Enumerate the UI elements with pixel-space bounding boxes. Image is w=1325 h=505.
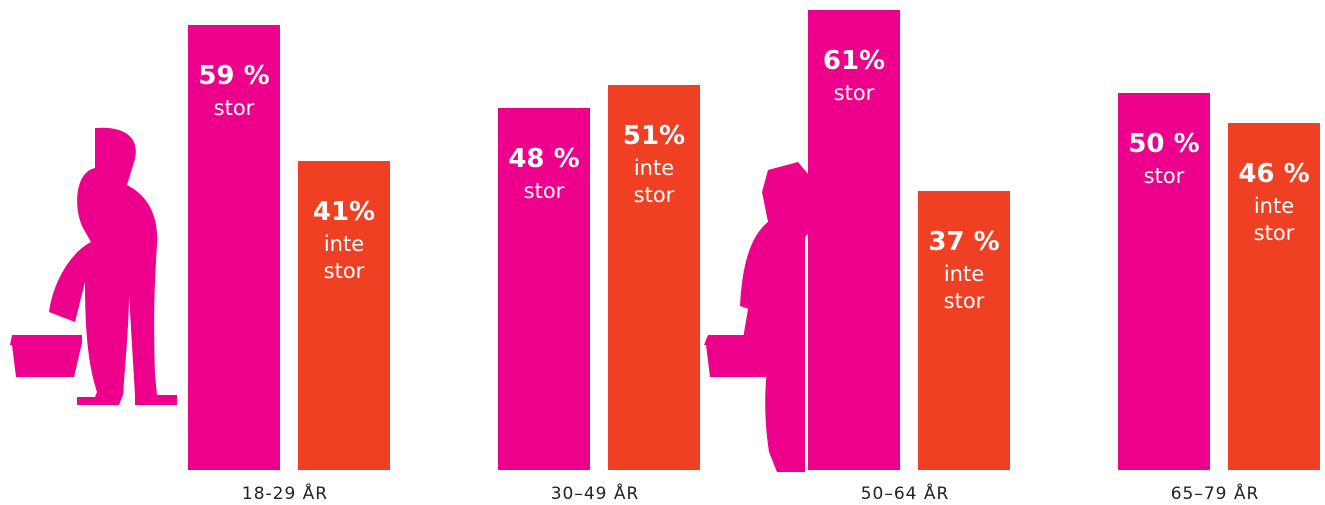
bar [808, 10, 900, 470]
bar [918, 191, 1010, 470]
x-tick-label: 50–64 ÅR [860, 484, 950, 504]
bar [498, 108, 590, 470]
value-label: 51% [622, 121, 686, 152]
bar-label: 51% inte stor [608, 121, 700, 209]
bar-label: 61% stor [808, 46, 900, 107]
series-label: stor [833, 81, 875, 106]
value-label: 48 % [508, 144, 580, 175]
value-label: 41% [312, 196, 376, 227]
series-label: inte stor [633, 156, 675, 208]
bar [188, 25, 280, 470]
x-tick-label: 18-29 ÅR [241, 484, 329, 504]
bar-label: 37 % inte stor [918, 227, 1010, 315]
value-label: 37 % [928, 227, 1000, 258]
series-label: inte stor [1253, 194, 1295, 246]
bar-label: 48 % stor [498, 144, 590, 205]
series-label: stor [523, 179, 565, 204]
bar [1118, 93, 1210, 470]
bar-label: 50 % stor [1118, 129, 1210, 190]
bar [298, 160, 390, 470]
value-label: 50 % [1128, 129, 1200, 159]
bar-label: 59 % stor [188, 61, 280, 122]
bar [1228, 123, 1320, 470]
value-label: 59 % [198, 61, 270, 92]
x-tick-label: 65–79 ÅR [1170, 484, 1260, 504]
value-label: 61% [822, 46, 886, 77]
bar [608, 85, 700, 470]
bar-label: 46 % inte stor [1228, 159, 1320, 247]
series-label: inte stor [943, 262, 985, 314]
series-label: stor [213, 96, 255, 121]
series-label: inte stor [323, 231, 365, 283]
value-label: 46 % [1238, 159, 1310, 190]
series-label: stor [1143, 164, 1185, 188]
bar-label: 41% inte stor [298, 197, 390, 285]
x-tick-label: 30–49 ÅR [550, 484, 640, 504]
